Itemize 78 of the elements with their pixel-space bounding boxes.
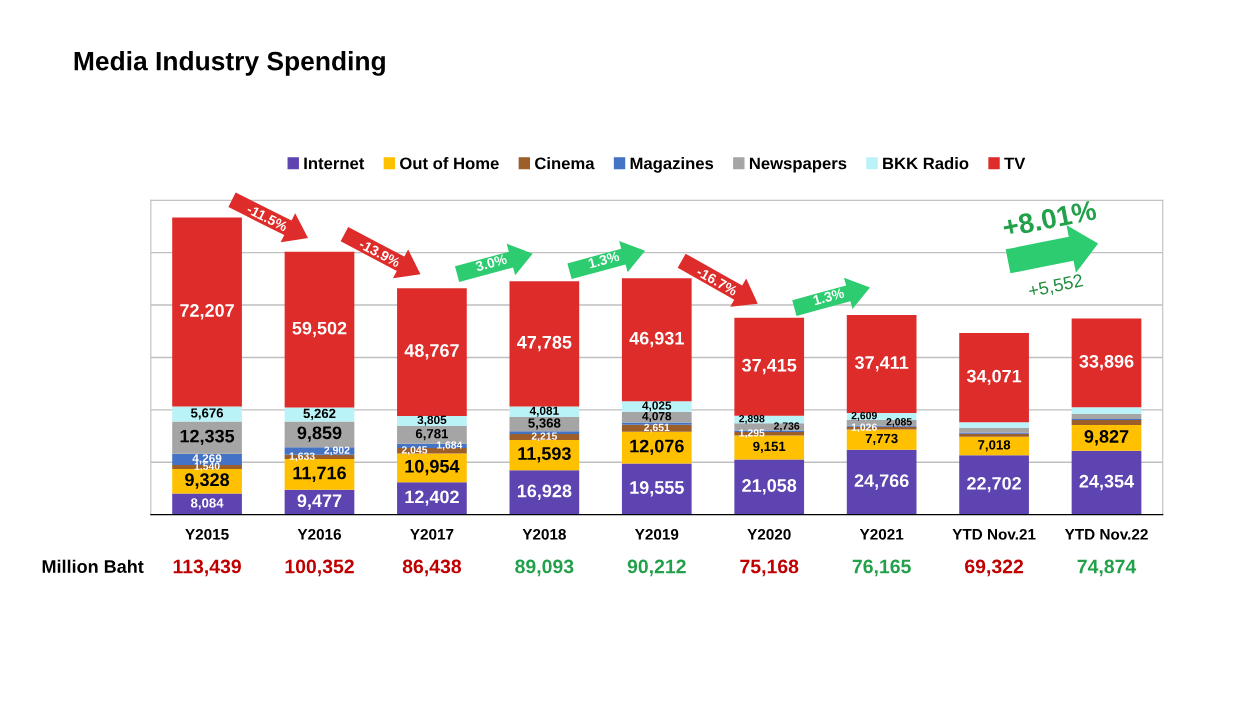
data-label: 16,928	[517, 484, 572, 500]
data-label: 5,368	[528, 418, 561, 430]
data-label: 9,859	[297, 426, 342, 442]
x-tick-label: Y2018	[522, 528, 566, 540]
data-label: 9,827	[1084, 430, 1129, 446]
x-tick-label: Y2020	[747, 528, 791, 540]
data-label: 2,609	[851, 411, 877, 421]
data-label: 22,702	[967, 476, 1021, 493]
data-label: 48,767	[404, 344, 459, 360]
x-tick-label: YTD Nov.22	[1064, 528, 1148, 540]
total-label: 75,168	[740, 559, 799, 577]
data-label: 8,084	[190, 498, 224, 510]
data-label: 12,402	[405, 490, 459, 506]
annotation: 3.0%	[474, 253, 508, 272]
annotation: 1.3%	[812, 287, 845, 306]
data-label: 24,766	[854, 474, 909, 490]
legend-label: Out of Home	[400, 157, 499, 170]
data-label: 4,081	[529, 406, 559, 417]
total-label: 74,874	[1077, 559, 1137, 577]
data-label: 6,781	[415, 429, 449, 441]
data-label: 12,335	[180, 429, 235, 446]
data-label: 2,651	[644, 423, 670, 433]
data-label: 7,773	[865, 433, 898, 446]
data-label: 11,593	[518, 447, 571, 463]
legend-label: Magazines	[630, 157, 714, 173]
total-label: 90,212	[627, 559, 686, 577]
data-label: 24,354	[1079, 474, 1135, 491]
annotation: +5,552	[1027, 273, 1084, 300]
data-label: 9,328	[185, 473, 230, 489]
x-tick-label: Y2021	[859, 528, 904, 540]
data-label: 4,025	[642, 401, 672, 412]
chart-title: Media Industry Spending	[74, 51, 385, 76]
data-label: 5,676	[190, 408, 224, 420]
data-label: 72,207	[180, 304, 234, 320]
data-label: 2,736	[773, 422, 800, 432]
data-label: 47,785	[517, 335, 572, 352]
data-label: 9,151	[753, 441, 786, 453]
data-label: 37,415	[742, 358, 797, 375]
total-label: 113,439	[173, 559, 241, 577]
data-label: 2,898	[739, 414, 765, 424]
data-label: 46,931	[629, 331, 684, 348]
text: Million Baht	[42, 559, 144, 573]
data-label: 2,215	[531, 432, 558, 442]
x-tick-label: YTD Nov.21	[952, 528, 1036, 540]
data-label: 11,716	[293, 466, 346, 482]
legend-label: TV	[1004, 157, 1026, 170]
data-label: 2,045	[401, 446, 428, 456]
data-label: 33,896	[1079, 354, 1134, 371]
legend-label: Cinema	[535, 157, 595, 170]
data-label: 5,262	[303, 408, 336, 420]
x-tick-label: Y2015	[185, 528, 229, 540]
x-tick-label: Y2016	[297, 528, 342, 540]
data-label: 2,902	[324, 446, 350, 456]
annotation: 1.3%	[587, 251, 620, 269]
data-label: 19,555	[630, 481, 684, 497]
total-label: 86,438	[402, 559, 462, 577]
data-label: 59,502	[292, 321, 347, 338]
annotation: +8.01%	[1001, 199, 1098, 238]
data-label: 12,076	[630, 439, 684, 456]
x-tick-label: Y2019	[634, 528, 679, 540]
legend-label: Internet	[304, 157, 365, 170]
data-label: 10,954	[405, 459, 460, 476]
total-label: 76,165	[852, 559, 911, 577]
data-label: 9,477	[297, 494, 342, 510]
total-label: 89,093	[515, 559, 574, 577]
data-label: 21,058	[742, 479, 797, 495]
total-label: 100,352	[285, 559, 354, 577]
data-label: 4,078	[642, 411, 672, 423]
legend-label: BKK Radio	[883, 157, 969, 170]
data-label: 1,633	[289, 452, 315, 462]
legend-label: Newspapers	[749, 157, 847, 173]
data-label: 34,071	[966, 369, 1022, 386]
data-label: 37,411	[854, 356, 909, 372]
total-label: 69,322	[965, 559, 1024, 577]
data-label: 2,085	[886, 418, 912, 427]
x-tick-label: Y2017	[410, 528, 454, 540]
data-label: 7,018	[978, 440, 1011, 452]
data-label: 3,805	[417, 415, 447, 426]
